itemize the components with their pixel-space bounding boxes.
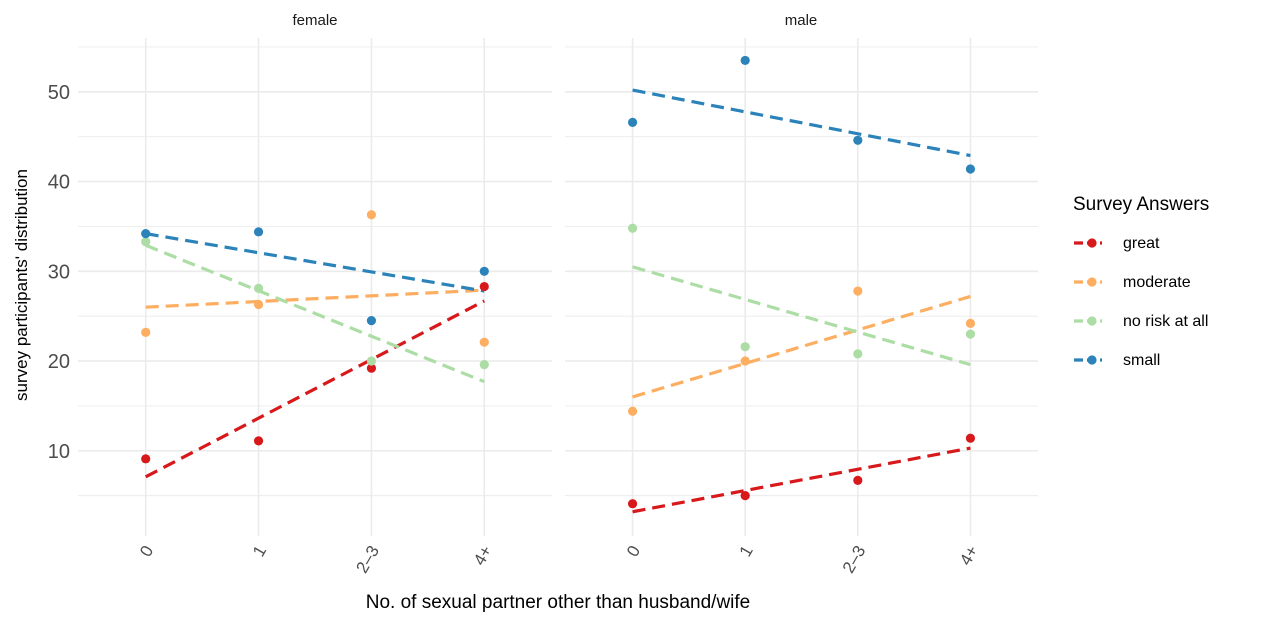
trend-line <box>145 288 485 309</box>
y-axis-title: survey participants' distribution <box>12 169 31 401</box>
x-tick-label: 4+ <box>956 542 982 568</box>
data-point <box>479 337 489 347</box>
data-point <box>141 454 151 464</box>
data-point <box>141 237 151 247</box>
legend-label: great <box>1123 235 1160 252</box>
data-point <box>366 363 377 373</box>
trend-line <box>632 88 971 158</box>
data-point <box>740 55 750 66</box>
y-tick-label: 50 <box>48 82 70 104</box>
data-point <box>965 164 976 174</box>
y-tick-label: 10 <box>48 441 70 463</box>
trend-line <box>145 243 485 384</box>
data-point <box>253 283 264 293</box>
data-point <box>627 499 638 509</box>
trend-line <box>632 446 971 514</box>
data-point <box>965 433 976 443</box>
data-point <box>853 286 863 296</box>
legend-label: moderate <box>1123 274 1191 291</box>
data-point <box>479 360 489 370</box>
x-tick-label: 0 <box>136 542 157 560</box>
facet-label-male: male <box>785 12 818 29</box>
y-tick-label: 30 <box>48 261 70 283</box>
trend-line <box>145 232 485 293</box>
data-point <box>965 329 976 339</box>
data-point <box>253 436 264 446</box>
legend: Survey Answers great moderate no risk at a… <box>1073 194 1209 369</box>
data-point <box>740 342 750 352</box>
legend-key-point <box>1087 316 1097 326</box>
data-point <box>253 227 264 237</box>
legend-key-point <box>1087 277 1097 287</box>
x-tick-label: 1 <box>249 542 270 560</box>
legend-key-point <box>1087 238 1097 248</box>
data-point <box>141 327 151 337</box>
facet-label-female: female <box>292 12 337 29</box>
data-point <box>853 135 863 145</box>
trend-line <box>144 299 486 479</box>
data-point <box>627 117 638 127</box>
data-point <box>853 475 863 485</box>
data-point <box>366 316 377 326</box>
x-tick-label: 2–3 <box>839 542 870 576</box>
trend-layer <box>144 88 971 514</box>
data-point <box>479 266 489 276</box>
data-point <box>141 229 151 239</box>
x-tick-label: 4+ <box>470 542 496 568</box>
legend-label: small <box>1123 352 1160 369</box>
x-tick-label: 2–3 <box>352 542 383 576</box>
x-axis-title: No. of sexual partner other than husband… <box>366 592 750 613</box>
trend-line <box>632 294 971 399</box>
x-tick-label: 0 <box>623 542 644 560</box>
x-tick-label: 1 <box>736 542 757 560</box>
data-point <box>627 406 638 416</box>
axis-layer: 0 1 2–3 4+ 0 1 2–3 4+ 10 20 30 40 50 <box>48 82 982 577</box>
y-tick-label: 40 <box>48 172 70 194</box>
data-point <box>740 491 750 501</box>
legend-key-point <box>1087 355 1097 365</box>
data-point <box>253 299 264 310</box>
data-point <box>366 210 377 220</box>
y-tick-label: 20 <box>48 351 70 373</box>
legend-title: Survey Answers <box>1073 194 1209 215</box>
data-point <box>740 356 750 366</box>
data-point <box>853 349 863 359</box>
data-point <box>965 318 976 328</box>
data-point <box>479 281 489 292</box>
data-point <box>366 356 377 366</box>
legend-label: no risk at all <box>1123 313 1208 330</box>
data-point <box>627 223 638 233</box>
point-layer <box>141 55 976 509</box>
